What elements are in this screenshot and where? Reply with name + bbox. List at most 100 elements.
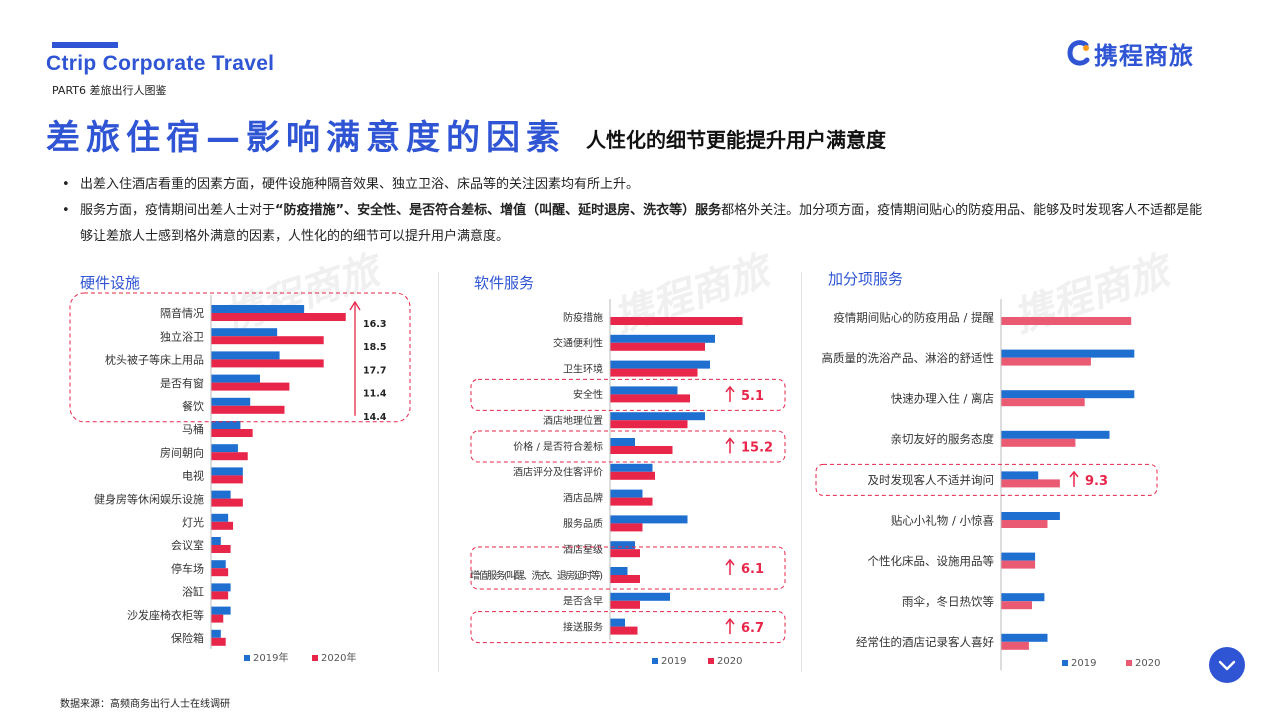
bar-2020 [610, 471, 655, 480]
bar-2020 [610, 549, 640, 558]
bar-2020 [610, 575, 640, 583]
category-label: 马桶 [182, 422, 204, 436]
logo-text: 携程商旅 [1094, 41, 1194, 70]
category-label: 服务品质 [563, 517, 603, 530]
increase-label: 6.7 [741, 621, 764, 636]
highlight-box [470, 430, 786, 463]
arrow-up-icon [725, 437, 735, 444]
bar-2019 [1001, 471, 1039, 480]
section-label: PART6 差旅出行人图鉴 [52, 84, 167, 97]
bar-2020 [211, 313, 346, 321]
bar-2020 [610, 342, 705, 351]
bar-2020 [211, 498, 243, 507]
category-label: 亲切友好的服务态度 [891, 432, 995, 446]
category-label: 防疫措施 [563, 311, 603, 324]
bullet-item: 服务方面，疫情期间出差人士对于“防疫措施”、安全性、是否符合差标、增值（叫醒、延… [58, 198, 1208, 250]
increase-label: 15.2 [741, 441, 773, 456]
bullet-text: 出差入住酒店看重的因素方面，硬件设施种隔音效果、独立卫浴、床品等的关注因素均有所… [80, 177, 640, 192]
panel-title-bonus: 加分项服务 [828, 270, 904, 288]
bar-2019 [211, 444, 238, 453]
category-label: 独立浴卫 [160, 329, 204, 343]
arrow-up-icon [349, 300, 361, 311]
bar-2019 [211, 490, 231, 499]
bar-2020 [610, 420, 688, 429]
bar-2019 [1001, 633, 1048, 642]
bar-2020 [211, 568, 229, 577]
bar-2019 [1001, 593, 1045, 602]
bar-2020 [1001, 601, 1032, 610]
category-label: 沙发座椅衣柜等 [127, 608, 204, 622]
bar-2019 [610, 386, 678, 395]
bar-2019 [610, 412, 705, 421]
arrow-up-icon [725, 558, 735, 566]
bar-2019 [610, 360, 710, 369]
panel-divider [438, 272, 439, 672]
bar-2020 [610, 394, 690, 403]
category-label: 酒店评分及住客评价 [513, 466, 603, 479]
category-label: 是否含早 [563, 595, 603, 608]
bar-2019 [211, 374, 260, 383]
category-label: 灯光 [182, 515, 204, 529]
category-label: 房间朝向 [160, 445, 204, 459]
bar-2019 [211, 421, 241, 429]
legend-label-2019: 2019年 [253, 651, 288, 664]
bar-2019 [610, 515, 688, 524]
category-label: 经常住的酒店记录客人喜好 [856, 635, 994, 649]
bullet-list: 出差入住酒店看重的因素方面，硬件设施种隔音效果、独立卫浴、床品等的关注因素均有所… [58, 172, 1208, 250]
bar-2019 [211, 513, 229, 522]
bar-2020 [211, 521, 234, 530]
increase-label: 16.3 [363, 319, 386, 330]
scroll-down-button[interactable] [1209, 647, 1245, 683]
category-label: 酒店地理位置 [543, 414, 603, 427]
category-label: 价格 / 是否符合差标 [513, 440, 603, 453]
bar-2019 [211, 537, 221, 545]
bar-2019 [1001, 430, 1110, 439]
legend-swatch-2020 [708, 658, 714, 664]
increase-label: 18.5 [363, 342, 386, 353]
bar-2020 [211, 382, 290, 391]
category-label: 保险箱 [171, 631, 204, 645]
category-label: 安全性 [573, 388, 603, 401]
bar-2020 [211, 359, 324, 368]
category-label: 及时发现客人不适并询问 [868, 473, 995, 487]
highlight-box [470, 611, 786, 644]
bar-2020 [1001, 398, 1085, 407]
panel-divider [801, 272, 802, 672]
category-label: 高质量的洗浴产品、淋浴的舒适性 [822, 351, 995, 365]
bullet-text-bold: “防疫措施”、安全性、是否符合差标、增值（叫醒、延时退房、洗衣等）服务 [275, 203, 722, 218]
legend-swatch-2020 [312, 655, 318, 661]
category-label: 电视 [182, 469, 204, 483]
bar-2020 [610, 523, 643, 532]
bar-2019 [211, 629, 221, 638]
bar-2020 [1001, 641, 1029, 650]
arrow-up-icon [725, 617, 735, 625]
bar-2020 [610, 446, 673, 454]
category-label: 交通便利性 [553, 337, 603, 350]
brand-name: Ctrip Corporate Travel [46, 52, 275, 75]
category-label: 健身房等休闲娱乐设施 [94, 492, 204, 506]
bar-2019 [610, 592, 670, 601]
category-label: 贴心小礼物 / 小惊喜 [891, 513, 994, 527]
bar-2020 [211, 405, 285, 414]
increase-label: 17.7 [363, 365, 386, 376]
category-label: 酒店星级 [563, 543, 603, 556]
bar-2020 [1001, 317, 1132, 325]
arrow-up-icon [1069, 470, 1079, 478]
bar-2019 [610, 567, 628, 575]
panel-title-hardware: 硬件设施 [80, 274, 141, 292]
bar-2020 [610, 497, 653, 506]
bar-2020 [610, 368, 698, 377]
bar-2019 [1001, 512, 1060, 520]
highlight-box [470, 546, 786, 590]
legend-swatch-2019 [652, 658, 658, 664]
bullet-item: 出差入住酒店看重的因素方面，硬件设施种隔音效果、独立卫浴、床品等的关注因素均有所… [58, 172, 1208, 198]
category-label: 雨伞，冬日热饮等 [902, 595, 994, 609]
bar-2019 [610, 438, 635, 446]
increase-label: 14.4 [363, 412, 387, 423]
category-label: 浴缸 [182, 585, 204, 599]
legend-label-2019: 2019 [661, 656, 686, 667]
header-accent-bar [52, 42, 118, 48]
category-label: 接送服务 [563, 620, 603, 633]
bar-2020 [610, 626, 638, 635]
category-label: 枕头被子等床上用品 [105, 353, 204, 367]
